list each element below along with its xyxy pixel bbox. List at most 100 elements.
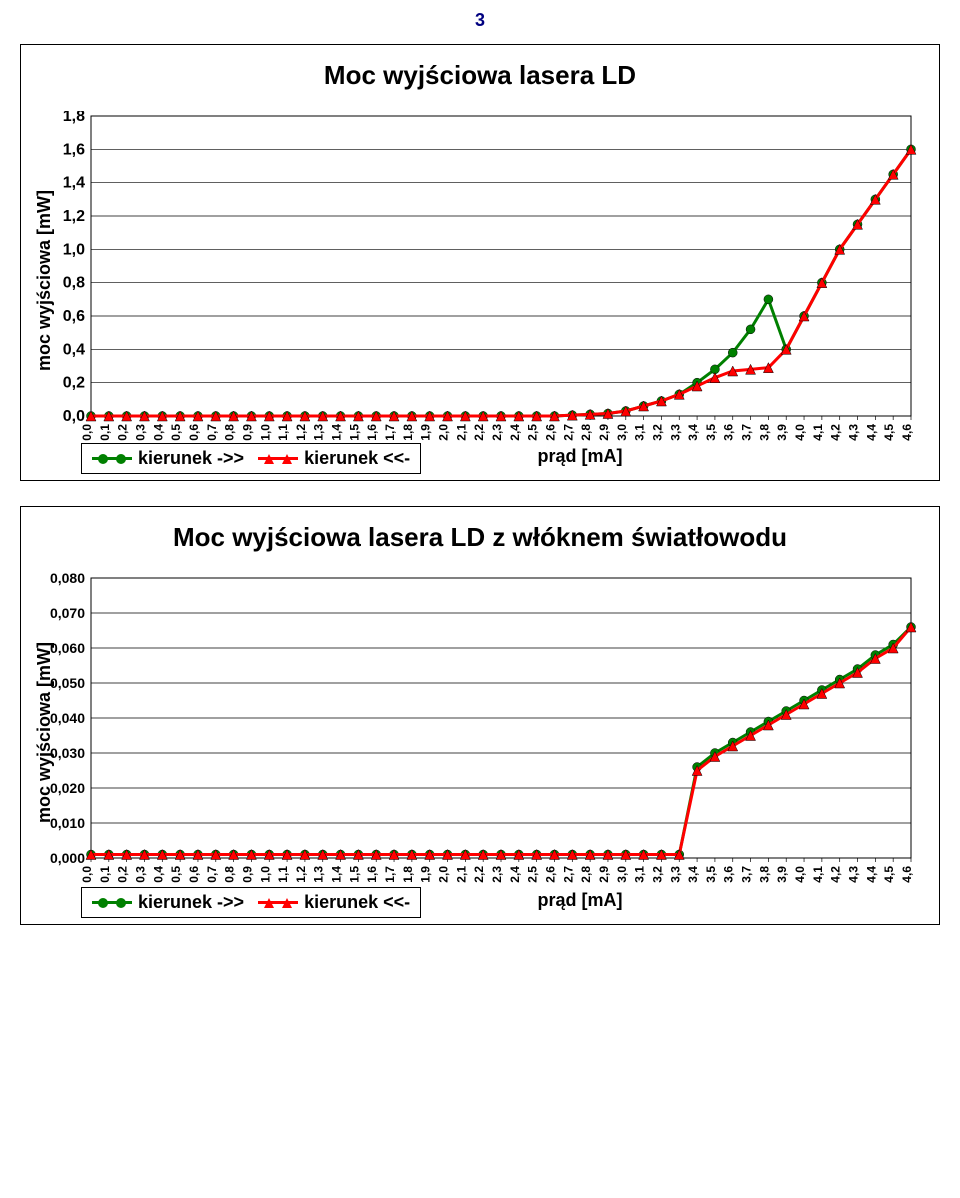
svg-text:0,9: 0,9 (240, 424, 254, 441)
svg-text:3,7: 3,7 (740, 866, 754, 883)
chart-2-title: Moc wyjściowa lasera LD z włóknem światł… (36, 522, 924, 553)
svg-text:1,9: 1,9 (419, 866, 433, 883)
svg-text:0,0: 0,0 (63, 408, 85, 425)
svg-text:0,020: 0,020 (50, 780, 85, 796)
svg-text:0,6: 0,6 (187, 424, 201, 441)
svg-text:1,8: 1,8 (401, 424, 415, 441)
svg-text:4,0: 4,0 (793, 866, 807, 883)
svg-text:2,6: 2,6 (543, 866, 557, 883)
svg-text:3,4: 3,4 (686, 866, 700, 883)
svg-text:0,080: 0,080 (50, 573, 85, 586)
svg-text:3,8: 3,8 (757, 866, 771, 883)
svg-text:0,5: 0,5 (169, 866, 183, 883)
svg-text:3,1: 3,1 (633, 424, 647, 441)
svg-text:0,2: 0,2 (116, 424, 130, 441)
svg-text:1,7: 1,7 (383, 866, 397, 883)
svg-text:3,9: 3,9 (775, 866, 789, 883)
svg-text:3,3: 3,3 (668, 866, 682, 883)
svg-text:2,0: 2,0 (437, 424, 451, 441)
svg-text:4,4: 4,4 (864, 866, 878, 883)
svg-text:0,5: 0,5 (169, 424, 183, 441)
svg-text:0,8: 0,8 (63, 275, 85, 292)
svg-text:3,7: 3,7 (740, 424, 754, 441)
svg-text:0,8: 0,8 (223, 424, 237, 441)
svg-text:1,4: 1,4 (330, 424, 344, 441)
legend-item-rev-2: kierunek <<- (258, 892, 410, 913)
svg-text:0,8: 0,8 (223, 866, 237, 883)
chart-2-container: Moc wyjściowa lasera LD z włóknem światł… (20, 506, 940, 925)
svg-text:0,1: 0,1 (98, 424, 112, 441)
svg-text:2,2: 2,2 (472, 424, 486, 441)
svg-text:4,2: 4,2 (829, 424, 843, 441)
svg-text:0,000: 0,000 (50, 850, 85, 866)
svg-text:1,2: 1,2 (294, 866, 308, 883)
svg-text:1,4: 1,4 (330, 866, 344, 883)
svg-text:3,4: 3,4 (686, 424, 700, 441)
chart-1-plot: 0,00,20,40,60,81,01,21,41,61,80,00,10,20… (36, 111, 921, 476)
svg-text:1,8: 1,8 (63, 111, 85, 125)
svg-text:4,4: 4,4 (864, 424, 878, 441)
legend-item-rev: kierunek <<- (258, 448, 410, 469)
svg-text:4,5: 4,5 (882, 866, 896, 883)
svg-text:2,7: 2,7 (561, 866, 575, 883)
svg-text:2,9: 2,9 (597, 866, 611, 883)
svg-text:1,0: 1,0 (258, 424, 272, 441)
svg-text:0,3: 0,3 (133, 866, 147, 883)
svg-text:0,050: 0,050 (50, 675, 85, 691)
chart-2-ylabel: moc wyjściowa [mW] (34, 642, 55, 823)
svg-text:4,3: 4,3 (847, 866, 861, 883)
svg-text:0,6: 0,6 (187, 866, 201, 883)
svg-text:4,1: 4,1 (811, 424, 825, 441)
svg-text:2,6: 2,6 (543, 424, 557, 441)
svg-text:1,2: 1,2 (294, 424, 308, 441)
svg-text:2,4: 2,4 (508, 866, 522, 883)
svg-text:4,5: 4,5 (882, 424, 896, 441)
svg-text:1,3: 1,3 (312, 424, 326, 441)
svg-text:2,1: 2,1 (454, 866, 468, 883)
svg-text:0,010: 0,010 (50, 815, 85, 831)
svg-text:0,060: 0,060 (50, 640, 85, 656)
svg-text:2,8: 2,8 (579, 424, 593, 441)
page-number: 3 (0, 0, 960, 36)
svg-text:3,3: 3,3 (668, 424, 682, 441)
svg-text:2,5: 2,5 (526, 424, 540, 441)
svg-text:0,4: 0,4 (151, 866, 165, 883)
svg-text:1,0: 1,0 (258, 866, 272, 883)
svg-text:3,6: 3,6 (722, 866, 736, 883)
svg-text:1,9: 1,9 (419, 424, 433, 441)
chart-2-legend: kierunek ->> kierunek <<- (81, 887, 421, 918)
svg-text:4,0: 4,0 (793, 424, 807, 441)
svg-text:0,0: 0,0 (80, 866, 94, 883)
legend-label-fwd-2: kierunek ->> (138, 892, 244, 913)
svg-text:2,3: 2,3 (490, 424, 504, 441)
svg-text:4,3: 4,3 (847, 424, 861, 441)
svg-text:1,1: 1,1 (276, 866, 290, 883)
svg-text:2,0: 2,0 (437, 866, 451, 883)
svg-text:0,040: 0,040 (50, 710, 85, 726)
legend-label-rev: kierunek <<- (304, 448, 410, 469)
svg-text:0,9: 0,9 (240, 866, 254, 883)
chart-1-container: Moc wyjściowa lasera LD moc wyjściowa [m… (20, 44, 940, 481)
svg-text:0,0: 0,0 (80, 424, 94, 441)
svg-text:1,0: 1,0 (63, 241, 85, 258)
svg-text:1,5: 1,5 (347, 866, 361, 883)
legend-item-fwd-2: kierunek ->> (92, 892, 244, 913)
svg-text:1,7: 1,7 (383, 424, 397, 441)
svg-text:0,7: 0,7 (205, 424, 219, 441)
svg-text:4,6: 4,6 (900, 866, 914, 883)
svg-text:3,8: 3,8 (757, 424, 771, 441)
svg-text:3,5: 3,5 (704, 424, 718, 441)
svg-text:0,2: 0,2 (63, 375, 85, 392)
legend-label-fwd: kierunek ->> (138, 448, 244, 469)
chart-1-legend: kierunek ->> kierunek <<- (81, 443, 421, 474)
svg-text:1,2: 1,2 (63, 208, 85, 225)
svg-text:3,0: 3,0 (615, 866, 629, 883)
svg-text:1,8: 1,8 (401, 866, 415, 883)
svg-text:2,7: 2,7 (561, 424, 575, 441)
legend-label-rev-2: kierunek <<- (304, 892, 410, 913)
svg-text:3,5: 3,5 (704, 866, 718, 883)
legend-item-fwd: kierunek ->> (92, 448, 244, 469)
svg-text:0,4: 0,4 (63, 341, 85, 358)
svg-text:1,6: 1,6 (365, 866, 379, 883)
svg-text:0,1: 0,1 (98, 866, 112, 883)
